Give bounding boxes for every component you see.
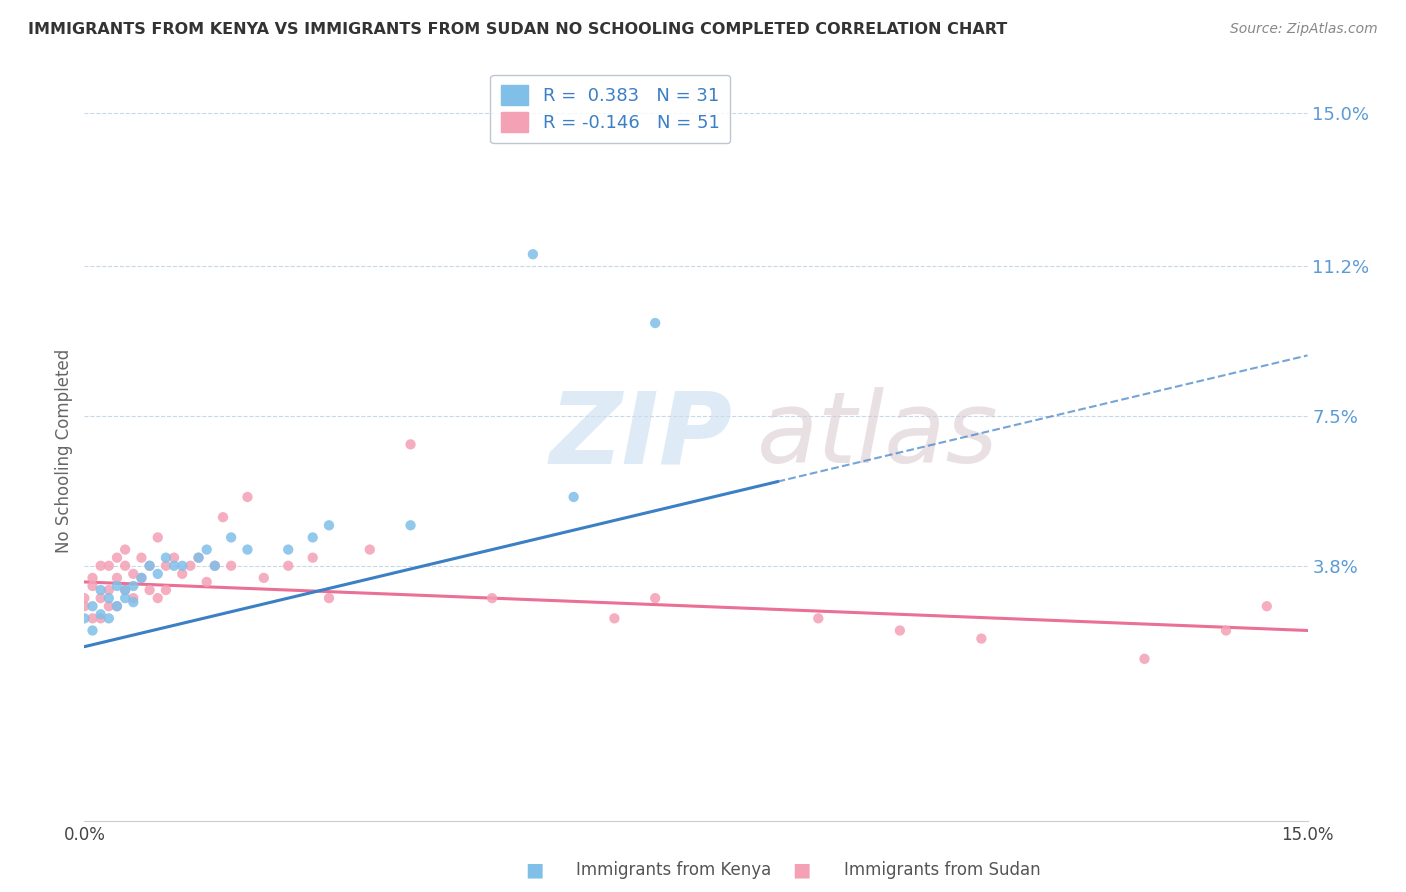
Point (97, 558, 120, 573)
Point (131, 550, 153, 565)
Text: IMMIGRANTS FROM KENYA VS IMMIGRANTS FROM SUDAN NO SCHOOLING COMPLETED CORRELATIO: IMMIGRANTS FROM KENYA VS IMMIGRANTS FROM… (28, 22, 1007, 37)
Point (73, 591, 96, 606)
Point (82, 611, 104, 625)
Point (131, 571, 153, 585)
Point (163, 550, 186, 565)
Point (114, 542, 136, 557)
Point (114, 582, 136, 597)
Point (155, 582, 177, 597)
Point (522, 247, 544, 261)
Point (122, 579, 145, 593)
Point (562, 490, 585, 504)
Text: Immigrants from Kenya: Immigrants from Kenya (576, 861, 772, 879)
Point (1215, 624, 1237, 638)
Point (97, 611, 120, 625)
Point (807, 611, 830, 625)
Point (277, 542, 299, 557)
Point (105, 550, 128, 565)
Point (122, 595, 145, 609)
Point (97, 582, 120, 597)
Point (212, 510, 235, 524)
Point (187, 550, 209, 565)
Point (155, 558, 177, 573)
Point (138, 558, 160, 573)
Point (97, 599, 120, 614)
Text: ■: ■ (792, 860, 811, 880)
Point (97, 591, 120, 606)
Point (114, 558, 136, 573)
Point (970, 632, 993, 646)
Point (204, 558, 226, 573)
Point (219, 531, 242, 545)
Point (82, 579, 104, 593)
Point (318, 518, 340, 533)
Point (236, 490, 259, 504)
Point (187, 550, 209, 565)
Point (219, 558, 242, 573)
Point (90, 582, 112, 597)
Text: atlas: atlas (758, 387, 998, 484)
Point (301, 550, 323, 565)
Point (277, 558, 299, 573)
Point (236, 542, 259, 557)
Point (195, 574, 218, 589)
Point (114, 582, 136, 597)
Point (105, 579, 128, 593)
Point (105, 599, 128, 614)
Point (1133, 652, 1156, 666)
Text: Source: ZipAtlas.com: Source: ZipAtlas.com (1230, 22, 1378, 37)
Point (301, 531, 323, 545)
Point (90, 607, 112, 622)
Point (90, 591, 112, 606)
Point (359, 542, 381, 557)
Point (644, 316, 666, 330)
Point (889, 624, 911, 638)
Point (481, 591, 503, 606)
Point (90, 611, 112, 625)
Point (138, 582, 160, 597)
Point (138, 558, 160, 573)
Point (73, 611, 96, 625)
Point (82, 624, 104, 638)
Point (105, 599, 128, 614)
Point (1256, 599, 1278, 614)
Point (644, 591, 666, 606)
Point (204, 558, 226, 573)
Point (73, 599, 96, 614)
Point (172, 566, 194, 581)
Text: ZIP: ZIP (550, 387, 733, 484)
Point (82, 599, 104, 614)
Y-axis label: No Schooling Completed: No Schooling Completed (55, 349, 73, 552)
Legend: R =  0.383   N = 31, R = -0.146   N = 51: R = 0.383 N = 31, R = -0.146 N = 51 (491, 75, 730, 144)
Point (146, 531, 169, 545)
Point (399, 437, 422, 451)
Point (253, 571, 276, 585)
Point (163, 558, 186, 573)
Point (146, 566, 169, 581)
Text: ■: ■ (524, 860, 544, 880)
Point (105, 571, 128, 585)
Point (603, 611, 626, 625)
Point (179, 558, 201, 573)
Point (155, 550, 177, 565)
Point (82, 571, 104, 585)
Text: Immigrants from Sudan: Immigrants from Sudan (844, 861, 1040, 879)
Point (318, 591, 340, 606)
Point (114, 591, 136, 606)
Point (146, 591, 169, 606)
Point (399, 518, 422, 533)
Point (122, 566, 145, 581)
Point (195, 542, 218, 557)
Point (131, 571, 153, 585)
Point (122, 591, 145, 606)
Point (172, 558, 194, 573)
Point (90, 558, 112, 573)
